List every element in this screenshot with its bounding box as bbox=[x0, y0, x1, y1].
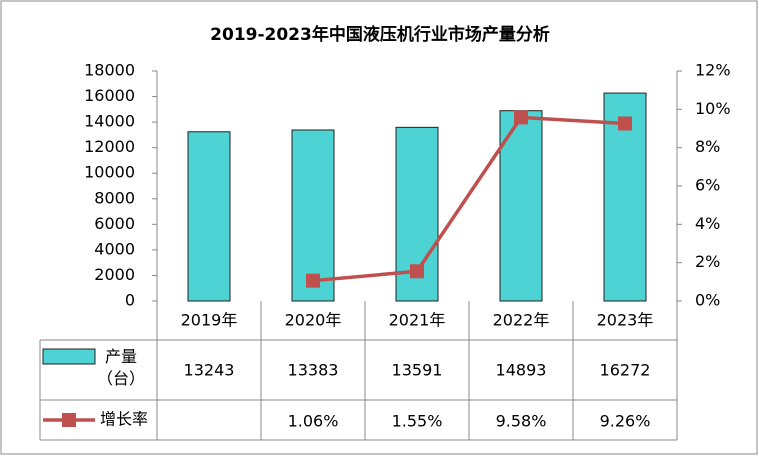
chart-title: 2019-2023年中国液压机行业市场产量分析 bbox=[210, 24, 550, 45]
table-cell: 1.06% bbox=[288, 412, 339, 431]
y2-tick-label: 8% bbox=[695, 137, 720, 156]
table-cell: 9.58% bbox=[496, 412, 547, 431]
y-tick-label: 0 bbox=[125, 291, 135, 310]
y-tick-label: 14000 bbox=[84, 112, 135, 131]
table-cell: 14893 bbox=[496, 361, 547, 380]
y-tick-label: 12000 bbox=[84, 137, 135, 156]
table-cell: 13243 bbox=[184, 361, 235, 380]
y2-tick-label: 12% bbox=[695, 61, 731, 80]
x-tick-label: 2023年 bbox=[597, 311, 654, 330]
y2-tick-label: 2% bbox=[695, 252, 720, 271]
y-tick-label: 18000 bbox=[84, 61, 135, 80]
y-tick-label: 2000 bbox=[94, 265, 135, 284]
bar bbox=[499, 110, 543, 302]
y2-tick-label: 0% bbox=[695, 291, 720, 310]
legend-label: 产量（台） bbox=[96, 347, 145, 388]
x-tick-label: 2022年 bbox=[493, 311, 550, 330]
line-marker bbox=[410, 264, 424, 279]
legend-label: 增长率 bbox=[100, 410, 148, 429]
table-cell: 9.26% bbox=[600, 412, 651, 431]
x-tick-label: 2020年 bbox=[285, 311, 342, 330]
line-marker bbox=[618, 116, 632, 131]
y2-tick-label: 6% bbox=[695, 176, 720, 195]
table-cell: 13591 bbox=[392, 361, 443, 380]
x-tick-label: 2021年 bbox=[389, 311, 446, 330]
line bbox=[312, 115, 626, 283]
table-cell: 16272 bbox=[600, 361, 651, 380]
line-marker bbox=[514, 110, 528, 125]
y-tick-label: 6000 bbox=[94, 214, 135, 233]
table-cell: 1.55% bbox=[392, 412, 443, 431]
x-tick-label: 2019年 bbox=[181, 311, 238, 330]
legend-marker bbox=[62, 413, 76, 427]
y2-tick-label: 10% bbox=[695, 99, 731, 118]
bar bbox=[187, 131, 231, 302]
y-tick-label: 16000 bbox=[84, 86, 135, 105]
line-marker bbox=[306, 273, 320, 288]
legend-swatch bbox=[42, 348, 96, 365]
y2-tick-label: 4% bbox=[695, 214, 720, 233]
bar bbox=[291, 129, 335, 302]
y-tick-label: 4000 bbox=[94, 239, 135, 258]
y-tick-label: 10000 bbox=[84, 163, 135, 182]
y-tick-label: 8000 bbox=[94, 188, 135, 207]
table-cell: 13383 bbox=[288, 361, 339, 380]
